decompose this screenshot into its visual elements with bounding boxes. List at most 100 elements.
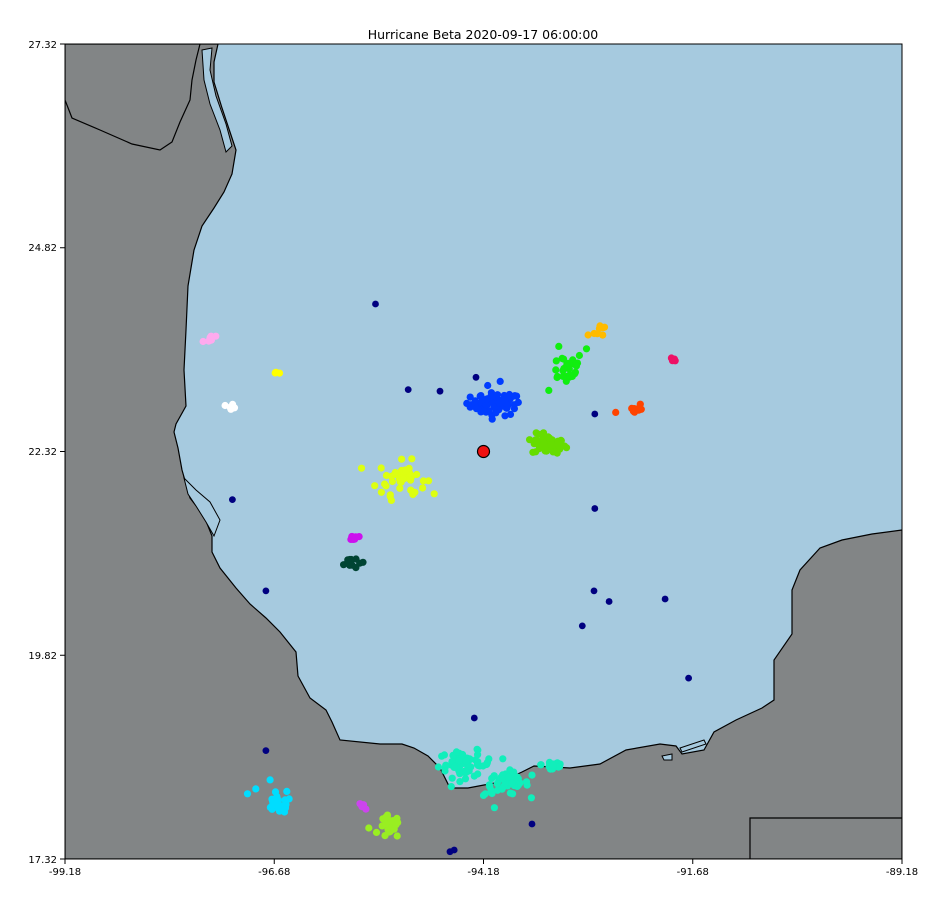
- scatter-point: [483, 759, 491, 768]
- points-layer: [199, 300, 692, 856]
- scatter-point: [377, 464, 385, 472]
- scatter-point: [268, 795, 276, 803]
- scatter-point: [480, 407, 488, 415]
- scatter-point: [398, 455, 406, 463]
- scatter-point: [381, 480, 389, 488]
- scatter-point: [476, 392, 484, 400]
- scatter-point: [281, 803, 289, 811]
- isolated-point: [446, 848, 454, 856]
- scatter-point: [456, 778, 464, 786]
- scatter-point: [419, 477, 427, 485]
- scatter-point: [359, 558, 367, 566]
- scatter-point: [499, 755, 507, 763]
- scatter-point: [505, 390, 513, 399]
- isolated-point: [472, 373, 480, 381]
- scatter-point: [275, 369, 284, 377]
- scatter-point: [545, 434, 554, 442]
- scatter-point: [556, 763, 564, 771]
- scatter-point: [560, 355, 568, 363]
- land-mexico: [65, 44, 902, 859]
- scatter-point: [528, 771, 536, 779]
- scatter-point: [482, 396, 490, 404]
- scatter-point: [472, 405, 481, 413]
- lagoon-terminos: [661, 753, 673, 761]
- scatter-point: [447, 783, 455, 791]
- y-tick-label: 19.82: [28, 651, 57, 662]
- scatter-point: [387, 496, 395, 504]
- x-tick-label: -99.18: [49, 867, 81, 878]
- scatter-point: [506, 410, 515, 418]
- scatter-point: [474, 770, 482, 778]
- scatter-point: [547, 441, 555, 449]
- scatter-point: [479, 791, 488, 800]
- scatter-point: [448, 774, 456, 782]
- scatter-point: [459, 768, 467, 776]
- scatter-point: [527, 794, 536, 802]
- scatter-point: [463, 399, 471, 407]
- isolated-point: [591, 410, 599, 418]
- isolated-point: [262, 747, 270, 754]
- scatter-point: [492, 409, 500, 417]
- scatter-point: [532, 448, 540, 456]
- scatter-point: [442, 761, 450, 769]
- scatter-point: [599, 331, 607, 339]
- scatter-point: [560, 365, 568, 373]
- scatter-point: [434, 763, 442, 771]
- scatter-point: [205, 337, 213, 345]
- scatter-point: [466, 393, 474, 401]
- scatter-point: [493, 391, 502, 399]
- scatter-point: [387, 472, 395, 480]
- scatter-point: [496, 377, 504, 385]
- scatter-point: [455, 757, 463, 765]
- scatter-point: [628, 404, 636, 412]
- storm-center-marker: [476, 444, 491, 459]
- scatter-point: [474, 751, 482, 759]
- scatter-point: [212, 332, 220, 340]
- scatter-point: [555, 342, 563, 350]
- scatter-point: [359, 801, 368, 809]
- scatter-point: [452, 748, 461, 756]
- scatter-point: [504, 402, 512, 410]
- isolated-point: [590, 587, 598, 595]
- scatter-point: [600, 323, 609, 331]
- scatter-point: [516, 779, 524, 787]
- lagoon-east: [679, 739, 707, 753]
- isolated-point: [470, 714, 478, 722]
- scatter-point: [572, 362, 581, 370]
- lagoon-north: [201, 47, 233, 153]
- scatter-point: [484, 381, 492, 390]
- isolated-point: [229, 496, 236, 503]
- scatter-point: [199, 337, 207, 346]
- scatter-point: [402, 467, 410, 475]
- scatter-point: [393, 832, 401, 840]
- scatter-point: [501, 412, 509, 420]
- scatter-point: [243, 790, 252, 798]
- scatter-point: [450, 763, 458, 772]
- scatter-point: [487, 389, 495, 397]
- y-tick-label: 24.82: [28, 243, 57, 254]
- scatter-point: [365, 824, 373, 832]
- scatter-point: [508, 790, 517, 798]
- scatter-point: [549, 761, 557, 769]
- isolated-point: [605, 598, 613, 605]
- x-tick-label: -96.68: [258, 867, 290, 878]
- scatter-point: [559, 372, 567, 380]
- scatter-point: [552, 357, 560, 365]
- scatter-point: [553, 449, 561, 457]
- scatter-point: [590, 329, 598, 338]
- scatter-point: [582, 345, 591, 353]
- scatter-point: [668, 357, 677, 365]
- scatter-point: [612, 408, 620, 416]
- scatter-point: [545, 386, 553, 394]
- y-tick-label: 17.32: [28, 855, 57, 866]
- scatter-point: [473, 760, 481, 769]
- scatter-point: [486, 783, 494, 791]
- scatter-point: [438, 752, 446, 760]
- isolated-point: [528, 820, 536, 828]
- scatter-point: [461, 775, 470, 783]
- scatter-point: [396, 484, 404, 492]
- scatter-point: [226, 403, 234, 411]
- scatter-point: [495, 399, 503, 407]
- scatter-point: [575, 351, 584, 360]
